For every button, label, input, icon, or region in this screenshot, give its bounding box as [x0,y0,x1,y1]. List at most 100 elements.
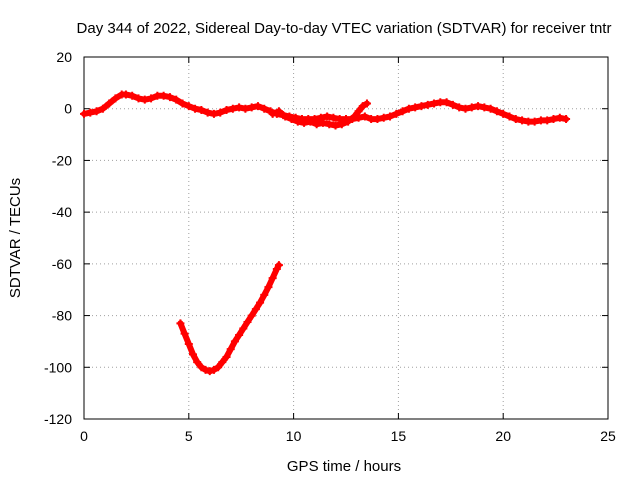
data-point [184,340,193,349]
data-point [191,104,200,113]
data-point [362,99,371,108]
data-point [480,103,489,112]
data-point [98,104,107,113]
data-point [511,115,520,124]
data-point [555,113,564,122]
data-point [543,116,552,125]
data-point [128,91,137,100]
data-point [268,274,277,283]
data-point [505,112,514,121]
series-layer [80,90,571,376]
chart-title: Day 344 of 2022, Sidereal Day-to-day VTE… [77,20,612,37]
data-point [331,121,340,130]
x-tick-label: 0 [80,428,88,444]
data-point [467,103,476,112]
data-point [172,95,181,104]
data-point [251,305,260,314]
data-point [404,104,413,113]
data-point [235,103,244,112]
y-tick-label: -40 [52,204,72,220]
data-point [188,350,197,359]
data-point [247,311,256,320]
data-point [178,99,187,108]
data-point [239,324,248,333]
data-point [247,103,256,112]
data-point [379,113,388,122]
data-point [423,100,432,109]
data-point [260,290,269,299]
x-tick-label: 25 [600,428,616,444]
data-point [209,365,218,374]
data-point [530,117,539,126]
data-point [241,104,250,113]
data-point [386,112,395,121]
y-tick-label: 0 [64,101,72,117]
data-point [492,107,501,116]
data-point [518,116,527,125]
plot-frame [83,56,609,420]
data-point [264,283,273,292]
x-tick-label: 20 [495,428,511,444]
data-point [268,109,277,118]
y-tick-label: -120 [44,411,72,427]
data-point [230,337,239,346]
data-point [243,318,252,327]
data-point [392,109,401,118]
data-point [134,94,143,103]
y-tick-label: -80 [52,308,72,324]
data-point [256,298,265,307]
data-point [274,107,283,116]
data-point [562,115,571,124]
data-point [411,103,420,112]
data-point [92,107,101,116]
data-point [300,118,309,127]
data-point [417,102,426,111]
data-point [218,358,227,367]
data-point [325,120,334,129]
data-point [197,363,206,372]
data-point [176,319,185,328]
data-point [344,117,353,126]
data-point [260,104,269,113]
data-point [499,109,508,118]
data-point [105,99,114,108]
data-point [448,100,457,109]
data-point [318,118,327,127]
y-tick-label: -20 [52,152,72,168]
data-point [165,93,174,102]
data-point [209,109,218,118]
data-point [430,99,439,108]
data-point [253,102,262,111]
x-tick-label: 10 [286,428,302,444]
data-point [159,91,168,100]
data-point [360,112,369,121]
data-point [306,117,315,126]
data-point [201,365,210,374]
data-point [461,104,470,113]
data-point [486,104,495,113]
data-point [205,367,214,376]
series-dip [176,261,283,376]
data-point [455,103,464,112]
data-point [549,115,558,124]
data-point [80,109,88,118]
data-point [235,330,244,339]
data-point [184,102,193,111]
data-point [180,329,189,338]
data-point [216,108,225,117]
data-point [312,120,321,129]
data-point [373,115,382,124]
y-axis-title: SDTVAR / TECUs [7,178,24,298]
data-point [350,112,359,121]
data-point [274,261,283,270]
data-point [140,95,149,104]
data-point [197,106,206,115]
data-point [398,107,407,116]
series-secondary [268,99,371,130]
data-point [222,352,231,361]
data-point [281,112,290,121]
data-point [203,108,212,117]
data-point [111,94,120,103]
